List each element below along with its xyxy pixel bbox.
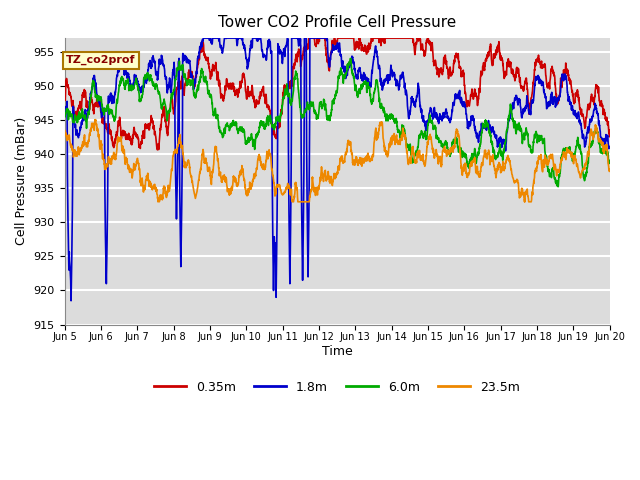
Legend: 0.35m, 1.8m, 6.0m, 23.5m: 0.35m, 1.8m, 6.0m, 23.5m [150,375,525,398]
Title: Tower CO2 Profile Cell Pressure: Tower CO2 Profile Cell Pressure [218,15,456,30]
Text: TZ_co2prof: TZ_co2prof [67,55,136,65]
X-axis label: Time: Time [322,345,353,358]
Y-axis label: Cell Pressure (mBar): Cell Pressure (mBar) [15,117,28,245]
